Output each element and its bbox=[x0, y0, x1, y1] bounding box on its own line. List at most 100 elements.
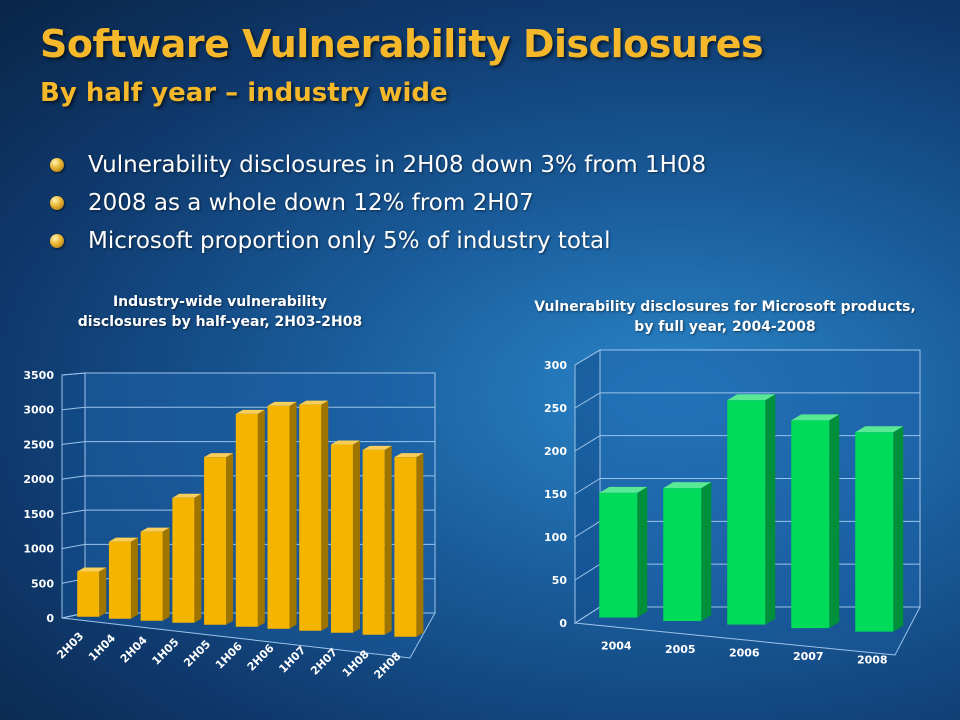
bar-top bbox=[267, 401, 297, 406]
gridline bbox=[61, 475, 86, 480]
bar-side bbox=[352, 440, 360, 633]
y-tick-label: 3000 bbox=[23, 404, 54, 417]
bar-side bbox=[416, 453, 424, 637]
bar-side bbox=[637, 486, 648, 618]
bar-top bbox=[791, 414, 840, 421]
bar-top bbox=[204, 453, 234, 458]
x-tick-label: 1H07 bbox=[276, 644, 308, 676]
y-tick-label: 300 bbox=[544, 359, 567, 372]
x-tick-label: 2H03 bbox=[54, 630, 86, 662]
chart-1-title-line: Industry-wide vulnerability bbox=[112, 294, 328, 310]
bar bbox=[77, 571, 100, 617]
bar-side bbox=[130, 537, 138, 619]
bar-side bbox=[321, 400, 329, 631]
bar-side bbox=[893, 426, 904, 632]
bar-top bbox=[663, 482, 712, 489]
y-tick-label: 100 bbox=[544, 531, 567, 544]
gridline bbox=[574, 349, 601, 366]
bar bbox=[663, 488, 702, 622]
x-tick-label: 1H06 bbox=[213, 639, 245, 671]
bar-top bbox=[727, 394, 776, 401]
y-tick-label: 0 bbox=[46, 612, 54, 625]
y-tick-label: 500 bbox=[31, 577, 54, 590]
gridline bbox=[61, 406, 86, 411]
gridline bbox=[61, 543, 86, 550]
x-tick-label: 1H08 bbox=[340, 648, 372, 680]
gridline bbox=[574, 478, 601, 495]
x-tick-label: 2007 bbox=[793, 650, 824, 663]
gridline bbox=[574, 606, 601, 624]
y-tick-label: 2500 bbox=[23, 438, 54, 451]
bullet-icon bbox=[50, 158, 64, 172]
microsoft-bar-chart: 0 50 100 150 200 250 300 2004 2005 2006 2007 2008 bbox=[544, 349, 921, 667]
bullet-icon bbox=[50, 196, 64, 210]
bullet-list: Vulnerability disclosures in 2H08 down 3… bbox=[50, 146, 706, 260]
y-tick-label: 3500 bbox=[23, 369, 54, 382]
chart-1-title: Industry-wide vulnerability disclosures … bbox=[50, 292, 390, 332]
bar-side bbox=[765, 394, 776, 625]
bar-side bbox=[257, 409, 265, 627]
bar bbox=[727, 400, 766, 625]
x-tick-label: 2H06 bbox=[245, 641, 277, 673]
gridline bbox=[574, 435, 601, 452]
bar bbox=[330, 444, 353, 633]
bar bbox=[299, 404, 322, 631]
bar-side bbox=[194, 493, 202, 623]
x-tick-label: 2H07 bbox=[308, 646, 340, 678]
bar bbox=[172, 497, 195, 623]
slide-title: Software Vulnerability Disclosures bbox=[40, 22, 764, 66]
x-tick-label: 2H05 bbox=[181, 638, 213, 670]
gridline bbox=[574, 392, 601, 409]
chart-2-title-line: Vulnerability disclosures for Microsoft … bbox=[534, 299, 916, 315]
bar-side bbox=[99, 567, 107, 617]
y-tick-label: 150 bbox=[544, 488, 567, 501]
chart-2-title-line: by full year, 2004-2008 bbox=[634, 319, 816, 335]
y-tick-label: 1500 bbox=[23, 508, 54, 521]
y-tick-label: 50 bbox=[552, 574, 568, 587]
y-tick-label: 0 bbox=[559, 617, 567, 630]
bullet-item: Vulnerability disclosures in 2H08 down 3… bbox=[50, 146, 706, 184]
bar bbox=[855, 432, 894, 632]
bar-side bbox=[226, 453, 234, 625]
x-tick-label: 2006 bbox=[729, 647, 760, 660]
bar-top bbox=[394, 453, 424, 458]
bullet-text: 2008 as a whole down 12% from 2H07 bbox=[88, 190, 534, 216]
bar-top bbox=[362, 445, 392, 450]
bar-side bbox=[162, 527, 170, 621]
bullet-item: 2008 as a whole down 12% from 2H07 bbox=[50, 184, 706, 222]
bar bbox=[267, 405, 290, 629]
bar bbox=[204, 457, 227, 625]
bar bbox=[108, 541, 131, 619]
x-tick-label: 1H04 bbox=[86, 631, 118, 663]
bar-side bbox=[829, 414, 840, 629]
bar-top bbox=[235, 409, 265, 414]
gridline bbox=[61, 372, 86, 376]
bar-side bbox=[289, 401, 297, 629]
chart-1-title-line: disclosures by half-year, 2H03-2H08 bbox=[77, 314, 363, 330]
bar-top bbox=[330, 440, 360, 445]
bar bbox=[791, 420, 830, 629]
x-tick-label: 2008 bbox=[857, 654, 888, 667]
x-tick-label: 2005 bbox=[665, 643, 696, 656]
bullet-text: Microsoft proportion only 5% of industry… bbox=[88, 228, 611, 254]
x-tick-label: 1H05 bbox=[150, 636, 182, 668]
slide-subtitle: By half year – industry wide bbox=[40, 78, 448, 108]
bullet-item: Microsoft proportion only 5% of industry… bbox=[50, 222, 706, 260]
gridline bbox=[574, 520, 601, 538]
y-tick-label: 250 bbox=[544, 402, 567, 415]
bar bbox=[362, 449, 385, 635]
bar bbox=[235, 413, 258, 627]
bar-top bbox=[599, 486, 648, 493]
bar-top bbox=[299, 400, 329, 405]
gridline bbox=[61, 441, 86, 445]
bar bbox=[140, 531, 163, 621]
bullet-text: Vulnerability disclosures in 2H08 down 3… bbox=[88, 152, 707, 178]
y-tick-label: 200 bbox=[544, 445, 567, 458]
x-tick-label: 2004 bbox=[601, 640, 632, 653]
y-tick-label: 1000 bbox=[23, 543, 54, 556]
bar-top bbox=[172, 493, 202, 498]
chart-2-title: Vulnerability disclosures for Microsoft … bbox=[505, 297, 945, 337]
gridline bbox=[574, 563, 601, 581]
bar-top bbox=[855, 426, 904, 433]
bullet-icon bbox=[50, 234, 64, 248]
